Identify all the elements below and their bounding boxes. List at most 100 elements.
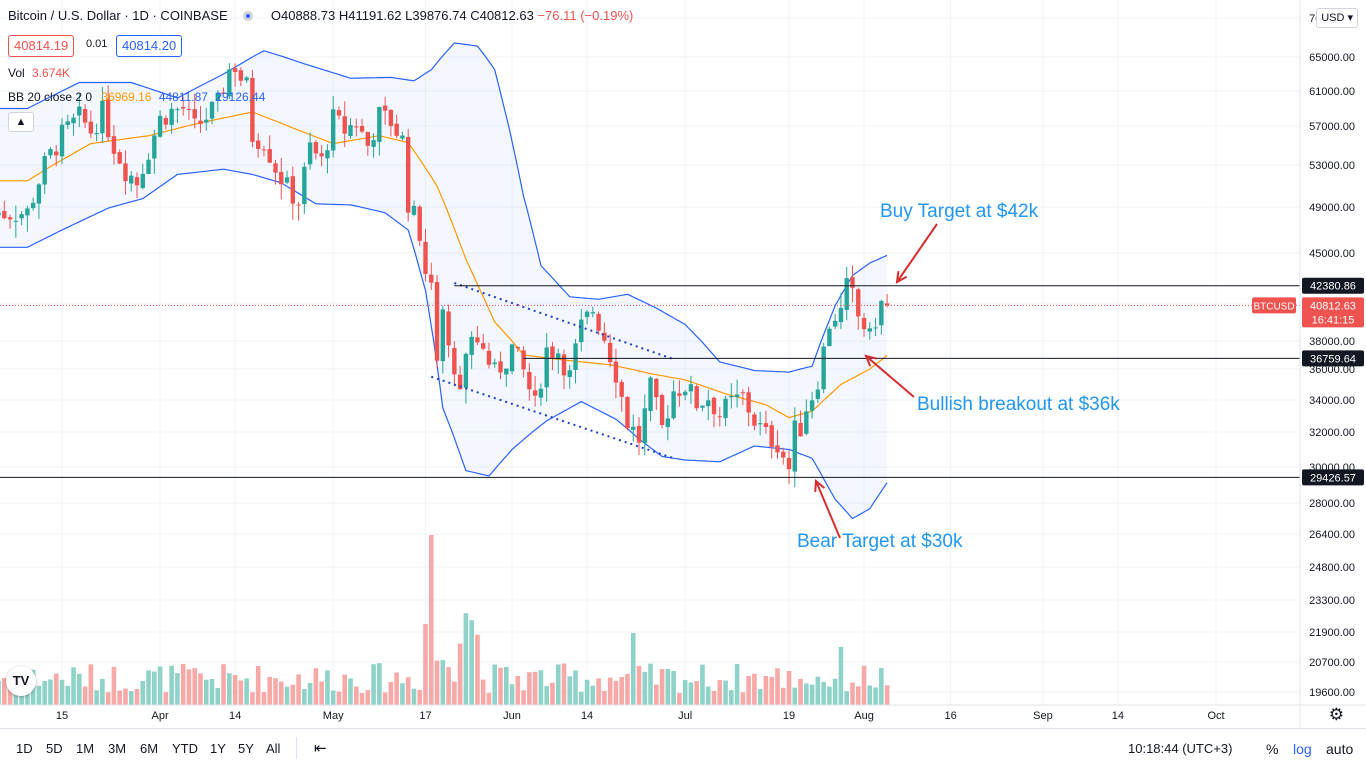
range-1y-button[interactable]: 1Y [210,741,226,756]
volume-bar [209,678,215,705]
volume-legend[interactable]: Vol 3.674K [8,66,70,80]
volume-bar [740,692,746,705]
volume-bar [152,671,157,705]
symbol-tag: BTCUSD [1253,301,1294,312]
volume-bar [838,647,844,705]
volume-bar [203,679,209,705]
range-6m-button[interactable]: 6M [140,741,159,756]
candle-body [740,392,746,394]
range-5d-button[interactable]: 5D [46,741,63,756]
volume-bar [717,680,723,705]
volume-bar [53,673,59,705]
bb-label: BB 20 close 2 0 [8,90,93,104]
ohlc-low: L39876.74 [405,8,467,23]
level-label-bg [1302,350,1364,367]
candle-body [827,328,832,347]
range-ytd-button[interactable]: YTD [172,741,198,756]
buy-price-button[interactable]: 40814.20 [116,35,183,57]
candle-body [423,241,428,274]
candle-body [625,396,630,429]
price-chart[interactable]: 42380.86 36759.64 29426.57 BTCUSD 40812.63 16… [0,0,1366,728]
volume-bar [538,670,544,705]
volume-bar [325,670,330,705]
volume-bar [284,686,290,705]
percent-scale-button[interactable]: % [1266,741,1279,757]
range-3m-button[interactable]: 3M [108,741,127,756]
candle-body [65,121,70,125]
candle-body [544,347,549,388]
candle-body [561,354,567,376]
volume-bar [94,690,99,705]
candle-body [250,77,255,142]
candle-body [556,353,561,360]
volume-bar [371,664,376,705]
candle-body [867,328,872,332]
candle-body [330,109,336,151]
sell-price-button[interactable]: 40814.19 [8,35,75,57]
clock-timezone[interactable]: 10:18:44 (UTC+3) [1128,741,1233,756]
date-range-icon[interactable]: ⇤ [314,740,327,757]
candle-body [463,353,469,388]
candle-body [88,121,94,134]
volume-bar [619,677,624,705]
candle-body [377,106,382,142]
volume-bar [221,664,226,705]
candle-body [521,350,526,370]
settings-gear-icon[interactable]: ⚙ [1328,705,1344,724]
candle-body [688,384,694,392]
y-tick-label: 28000.00 [1309,498,1355,510]
volume-bar [353,686,359,705]
volume-bar [884,685,890,705]
candle-body [856,289,861,317]
auto-scale-button[interactable]: auto [1326,741,1354,757]
candle-body [838,307,844,323]
volume-bar [607,677,613,705]
volume-bar [688,682,694,705]
candle-body [492,362,497,365]
volume-bar [267,676,273,705]
candle-body [700,405,705,408]
candle-body [209,101,215,119]
volume-bar [850,682,855,705]
candle-body [215,92,220,102]
candle-body [619,381,624,397]
volume-bar [302,689,307,705]
candle-body [809,400,815,411]
volume-bar [250,692,255,705]
volume-bar [515,676,521,705]
symbol-title[interactable]: Bitcoin / U.S. Dollar · 1D · COINBASE [8,8,228,23]
bollinger-legend[interactable]: BB 20 close 2 0 36969.16 44811.87 29126.… [8,90,265,104]
log-scale-button[interactable]: log [1293,741,1312,757]
x-tick-label: 15 [56,710,68,722]
volume-bar [82,686,88,705]
currency-select[interactable]: USD ▾ [1316,8,1358,28]
volume-bar [486,692,492,705]
bollinger-lower-line [0,168,888,520]
candle-body [0,212,1,216]
candle-body [434,282,440,361]
range-all-button[interactable]: All [266,741,281,756]
annotation-arrow [815,480,841,539]
range-1m-button[interactable]: 1M [76,741,95,756]
y-tick-label: 20700.00 [1309,657,1355,669]
candle-body [261,149,267,151]
candle-body [602,332,607,341]
candle-body [273,163,278,173]
candle-body [267,149,272,163]
volume-bar [630,633,636,705]
candle-body [446,311,451,346]
bottom-toolbar: 1D 5D 1M 3M 6M YTD 1Y 5Y All ⇤ 10:18:44 … [0,728,1366,769]
candle-body [567,370,572,378]
x-tick-label: Oct [1207,710,1224,722]
candle-body [452,348,457,375]
range-5y-button[interactable]: 5Y [238,741,254,756]
volume-bar [434,660,440,705]
collapse-legend-button[interactable]: ▲ [8,112,34,132]
range-1d-button[interactable]: 1D [16,741,33,756]
volume-bar [157,666,163,705]
bb-lower-value: 29126.44 [215,90,266,104]
candle-body [313,142,319,154]
volume-bar [654,684,659,705]
volume-bar [13,689,19,705]
volume-bar [596,678,601,705]
